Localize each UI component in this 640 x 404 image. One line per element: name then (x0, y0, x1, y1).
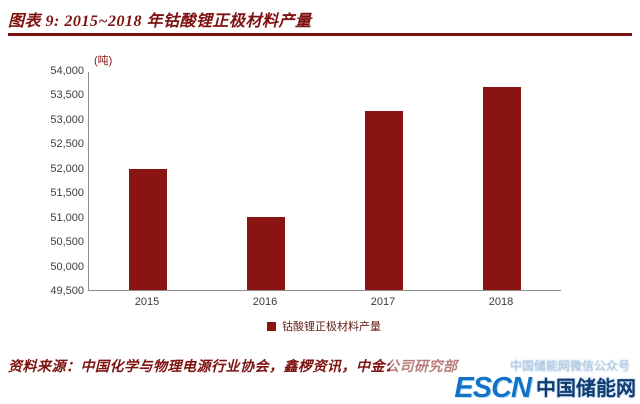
x-tick-label: 2017 (370, 296, 396, 308)
y-tick-label: 50,500 (50, 236, 84, 249)
site-name: 中国储能网 (536, 377, 636, 400)
y-tick-label: 52,000 (50, 162, 84, 175)
plot-area (88, 72, 561, 291)
escn-logo: ESCN (454, 372, 532, 404)
y-tick-label: 49,500 (50, 284, 84, 297)
y-tick-label: 52,500 (50, 138, 84, 151)
escn-logo-group: ESCN 中国储能网 (454, 374, 636, 403)
bar-slot (325, 72, 443, 290)
legend-color-swatch (267, 321, 276, 331)
bars-container (89, 72, 561, 290)
bar-2018 (483, 86, 521, 290)
x-axis-labels: 2015 2016 2017 2018 (88, 296, 560, 308)
bar-2017 (365, 110, 403, 290)
bar-slot (443, 72, 561, 290)
x-tick-label: 2016 (252, 296, 278, 308)
bar-2016 (247, 217, 285, 290)
bar-slot (89, 72, 207, 290)
watermark-ghost-text: 中国储能网微信公众号 (509, 359, 630, 373)
y-axis-tick-labels: 54,000 53,500 53,000 52,500 52,000 51,500 51,0… (26, 65, 84, 297)
y-tick-label: 53,000 (50, 113, 84, 126)
y-tick-label: 53,500 (50, 89, 84, 102)
y-tick-label: 54,000 (50, 65, 84, 77)
source-note: 资料来源：中国化学与物理电源行业协会，鑫椤资讯，中金公司研究部 (8, 360, 458, 375)
bar-2015 (129, 168, 167, 290)
chart-legend: 钴酸锂正极材料产量 (88, 318, 560, 334)
y-tick-label: 51,000 (50, 211, 84, 224)
title-divider (8, 33, 632, 36)
figure-title: 图表 9: 2015~2018 年钴酸锂正极材料产量 (8, 13, 312, 30)
x-tick-label: 2018 (488, 296, 514, 308)
y-tick-label: 51,500 (50, 187, 84, 200)
legend-label: 钴酸锂正极材料产量 (282, 321, 381, 333)
y-axis-unit-label: (吨) (94, 55, 113, 67)
bar-slot (207, 72, 325, 290)
x-tick-label: 2015 (134, 296, 160, 308)
y-tick-label: 50,000 (50, 260, 84, 273)
escn-watermark: 中国储能网微信公众号 ESCN 中国储能网 (390, 354, 640, 404)
